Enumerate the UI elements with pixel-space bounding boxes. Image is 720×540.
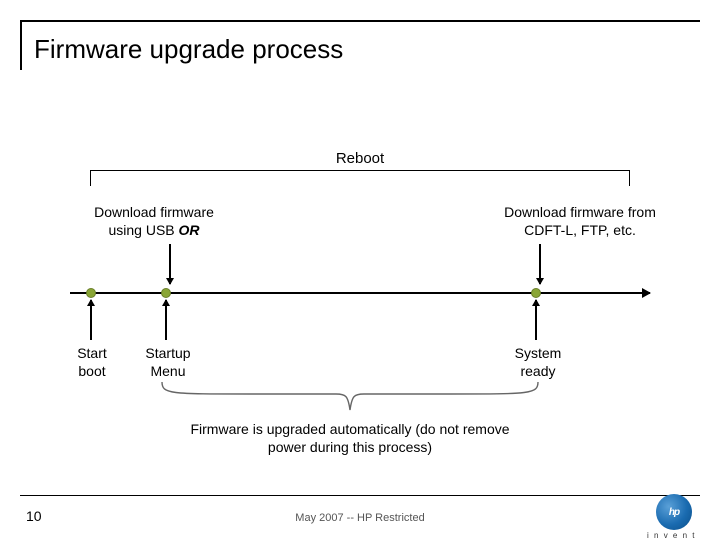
start-boot-l2: boot xyxy=(78,363,105,379)
system-ready-label: System ready xyxy=(508,345,568,380)
dl-right-line1: Download firmware from xyxy=(504,204,656,220)
dl-right-line2: CDFT-L, FTP, etc. xyxy=(524,222,636,238)
start-boot-l1: Start xyxy=(77,345,107,361)
brace-svg xyxy=(160,380,540,416)
reboot-label: Reboot xyxy=(60,150,660,167)
timeline-axis xyxy=(70,292,650,294)
startup-menu-l2: Menu xyxy=(150,363,185,379)
system-ready-l2: ready xyxy=(520,363,555,379)
arrow-from-system-ready xyxy=(535,300,537,340)
download-net-label: Download firmware from CDFT-L, FTP, etc. xyxy=(480,204,680,239)
slide-top-rule xyxy=(20,20,700,22)
slide-left-rule xyxy=(20,20,22,70)
hp-logo: hp xyxy=(656,494,692,530)
system-ready-l1: System xyxy=(515,345,562,361)
hp-invent-text: i n v e n t xyxy=(647,531,696,540)
reboot-bracket xyxy=(90,170,630,186)
timeline-dot-startup xyxy=(161,288,171,298)
arrow-from-startup-menu xyxy=(165,300,167,340)
download-usb-label: Download firmware using USB OR xyxy=(64,204,244,239)
startup-menu-l1: Startup xyxy=(145,345,190,361)
hp-logo-text: hp xyxy=(669,507,679,518)
timeline-dot-ready xyxy=(531,288,541,298)
arrow-to-net-dot xyxy=(539,244,541,284)
process-diagram: Reboot Download firmware using USB OR Do… xyxy=(60,140,660,420)
startup-menu-label: Startup Menu xyxy=(138,345,198,380)
dl-left-line2-pre: using USB xyxy=(108,222,178,238)
dl-left-line1: Download firmware xyxy=(94,204,214,220)
footer-text: May 2007 -- HP Restricted xyxy=(0,512,720,524)
timeline-dot-start xyxy=(86,288,96,298)
footer-rule xyxy=(20,495,700,496)
dl-left-or: OR xyxy=(179,222,200,238)
slide-title: Firmware upgrade process xyxy=(34,34,343,65)
arrow-to-usb-dot xyxy=(169,244,171,284)
upgrade-brace xyxy=(160,380,540,416)
start-boot-label: Start boot xyxy=(68,345,116,380)
arrow-from-start-boot xyxy=(90,300,92,340)
upgrade-note: Firmware is upgraded automatically (do n… xyxy=(190,420,510,456)
